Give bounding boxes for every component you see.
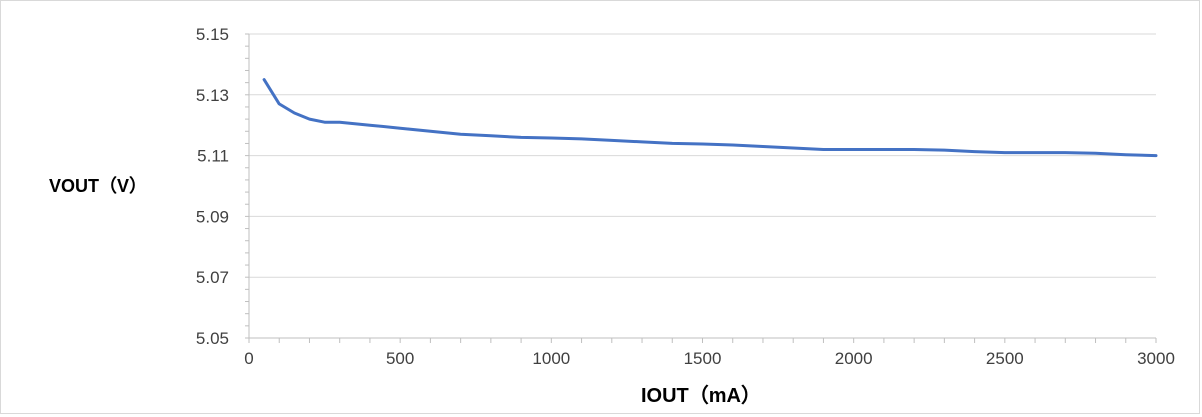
y-tick-label: 5.09 <box>196 207 229 226</box>
x-tick-label: 1500 <box>684 349 722 368</box>
x-tick-label: 2000 <box>835 349 873 368</box>
axes <box>245 33 1157 343</box>
y-tick-label: 5.05 <box>196 329 229 348</box>
x-axis-title: IOUT（mA） <box>641 384 761 407</box>
y-axis-title: VOUT（V） <box>49 176 147 196</box>
x-tick-label: 1000 <box>532 349 570 368</box>
series-line <box>262 78 1158 158</box>
y-tick-label: 5.13 <box>196 86 229 105</box>
y-tick-label: 5.07 <box>196 268 229 287</box>
x-tick-label: 500 <box>386 349 414 368</box>
y-tick-label: 5.11 <box>197 147 229 166</box>
x-tick-label: 0 <box>244 349 253 368</box>
y-tick-labels: 5.05 5.07 5.09 5.11 5.13 5.15 <box>196 25 229 348</box>
y-tick-label: 5.15 <box>196 25 229 44</box>
series-lines <box>262 78 1158 158</box>
gridlines <box>249 33 1156 278</box>
x-tick-label: 2500 <box>986 349 1024 368</box>
x-tick-label: 3000 <box>1137 349 1175 368</box>
x-tick-labels: 0 500 1000 1500 2000 2500 3000 <box>244 349 1175 368</box>
